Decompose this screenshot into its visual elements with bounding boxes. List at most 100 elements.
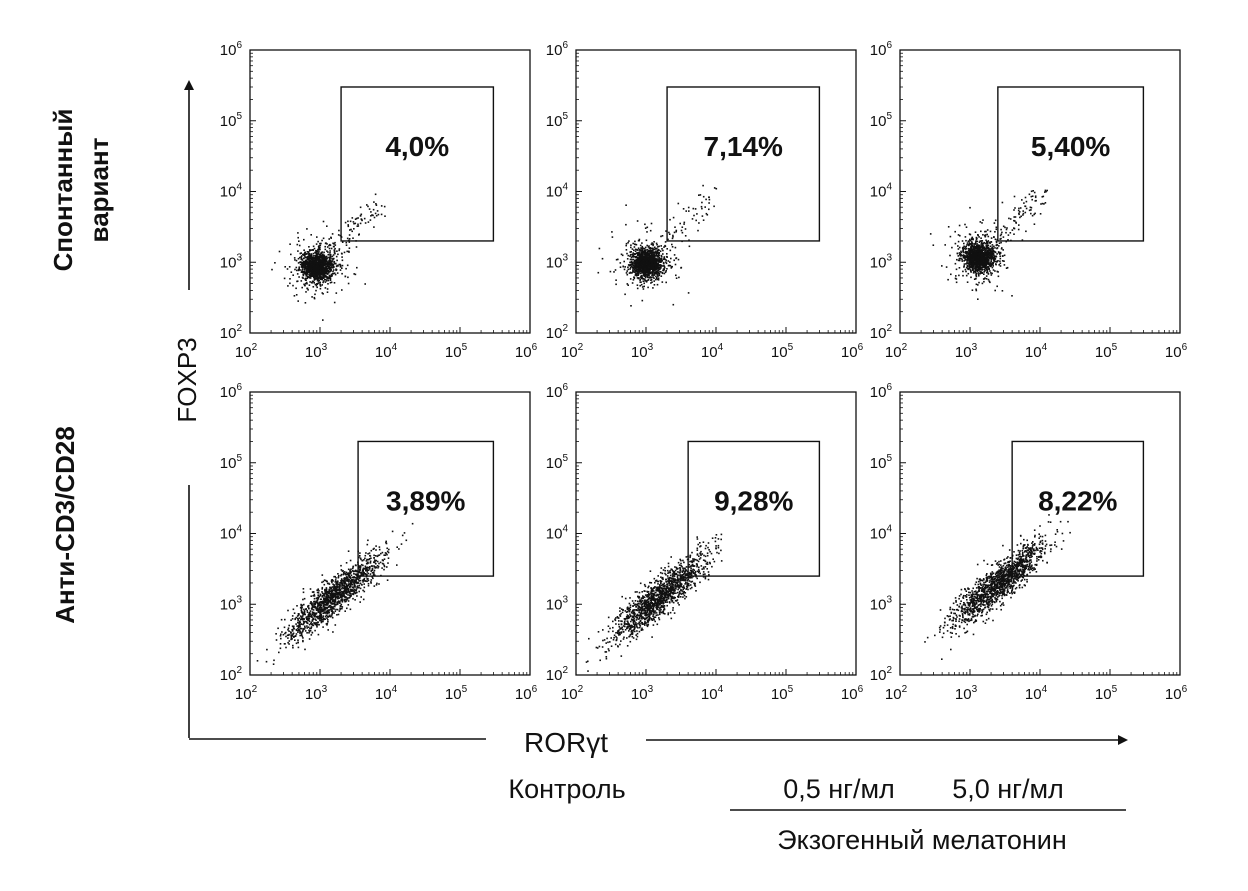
- event-dot: [981, 257, 984, 260]
- event-dot: [302, 588, 305, 590]
- event-dot: [313, 278, 316, 280]
- event-dot: [1031, 198, 1033, 201]
- y-tick-base: 10: [870, 113, 887, 130]
- event-dot: [648, 264, 651, 266]
- event-dot: [635, 262, 638, 264]
- event-dot: [310, 281, 313, 284]
- event-dot: [311, 259, 314, 261]
- event-dot: [708, 196, 710, 198]
- event-dot: [974, 263, 977, 265]
- event-dot: [1041, 196, 1044, 198]
- event-dot: [631, 266, 634, 269]
- row-label-spontaneous-1: Спонтанный: [48, 109, 78, 272]
- event-dot: [330, 266, 333, 268]
- event-dot: [324, 273, 326, 275]
- event-dot: [336, 259, 338, 262]
- event-dot: [328, 266, 331, 269]
- event-dot: [327, 278, 329, 280]
- x-tick-exponent: 3: [322, 342, 328, 353]
- event-dot: [657, 270, 660, 272]
- event-dot: [1034, 212, 1036, 215]
- event-dot: [987, 263, 990, 265]
- event-dot: [649, 229, 652, 232]
- event-dot: [646, 259, 648, 262]
- y-tick-exponent: 3: [886, 252, 892, 263]
- event-dot: [985, 266, 988, 268]
- event-dot: [326, 263, 329, 266]
- event-dot: [380, 213, 383, 216]
- event-dot: [996, 247, 999, 249]
- event-dot: [647, 262, 650, 264]
- event-dot: [955, 275, 957, 277]
- event-dot: [963, 265, 965, 267]
- event-dot: [324, 278, 326, 281]
- event-dot: [991, 262, 993, 264]
- event-dot: [982, 234, 984, 236]
- event-dot: [339, 607, 341, 609]
- event-dot: [322, 616, 324, 619]
- event-dot: [303, 262, 306, 265]
- event-dot: [633, 255, 635, 257]
- event-dot: [991, 257, 994, 260]
- event-dot: [624, 293, 626, 296]
- event-dot: [311, 296, 313, 298]
- event-dot: [1028, 193, 1031, 196]
- event-dot: [632, 266, 635, 269]
- event-dot: [978, 251, 980, 253]
- event-dot: [326, 269, 329, 272]
- event-dot: [651, 257, 653, 260]
- y-tick-base: 10: [546, 254, 563, 271]
- event-dot: [642, 261, 644, 263]
- event-dot: [325, 262, 327, 264]
- event-dot: [969, 250, 972, 253]
- event-dot: [978, 281, 980, 284]
- event-dot: [324, 276, 326, 278]
- event-dot: [973, 246, 976, 248]
- event-dot: [962, 270, 964, 273]
- event-dot: [313, 247, 316, 250]
- event-dot: [980, 252, 983, 254]
- y-tick-exponent: 2: [886, 323, 892, 334]
- event-dot: [972, 251, 974, 253]
- x-tick-exponent: 2: [252, 342, 258, 353]
- event-dot: [975, 275, 978, 278]
- event-dot: [1011, 295, 1013, 297]
- event-dot: [684, 235, 687, 237]
- event-dot: [348, 247, 351, 249]
- event-dot: [983, 246, 985, 248]
- event-dot: [981, 245, 983, 247]
- event-dot: [631, 272, 633, 274]
- event-dot: [654, 251, 657, 253]
- event-dot: [981, 269, 983, 271]
- event-dot: [663, 265, 666, 268]
- event-dot: [316, 253, 318, 256]
- event-dot: [297, 236, 299, 239]
- event-dot: [359, 206, 362, 209]
- event-dot: [999, 262, 1002, 265]
- event-dot: [359, 215, 362, 217]
- event-dot: [655, 277, 658, 280]
- event-dot: [641, 286, 644, 288]
- event-dot: [316, 286, 318, 289]
- x-tick-base: 10: [771, 344, 788, 361]
- event-dot: [964, 223, 966, 226]
- event-dot: [325, 278, 327, 281]
- event-dot: [316, 257, 319, 259]
- event-dot: [651, 273, 654, 275]
- gate-box: [340, 86, 495, 242]
- x-tick-base: 10: [631, 344, 648, 361]
- event-dot: [308, 632, 310, 634]
- event-dot: [363, 559, 365, 561]
- event-dot: [988, 241, 991, 244]
- event-dot: [668, 231, 670, 234]
- event-dot: [301, 630, 304, 633]
- event-dot: [968, 256, 970, 258]
- event-dot: [1013, 233, 1015, 235]
- event-dot: [651, 253, 653, 255]
- event-dot: [615, 283, 617, 286]
- event-dot: [994, 247, 996, 249]
- event-dot: [976, 248, 979, 251]
- event-dot: [1030, 209, 1032, 211]
- event-dot: [653, 277, 655, 279]
- event-dot: [653, 253, 655, 255]
